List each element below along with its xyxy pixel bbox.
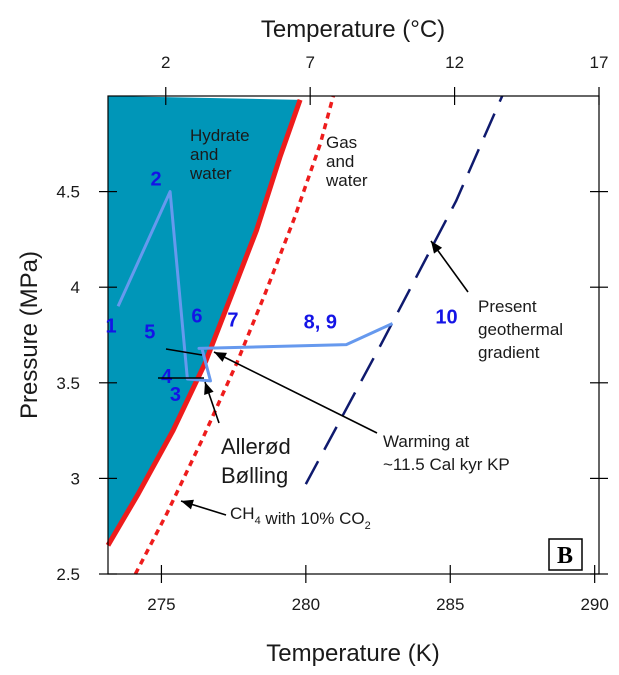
y-tick-label: 4: [71, 278, 80, 297]
x-tick-label: 275: [147, 595, 175, 614]
plot-frame: [107, 95, 600, 575]
point-label: 7: [227, 309, 238, 331]
temperature-history-line: [116, 190, 394, 383]
point-label: 6: [191, 305, 202, 327]
point-label: 8, 9: [304, 312, 337, 334]
panel-box: [548, 538, 583, 571]
panel-label: B: [557, 543, 573, 569]
hydrate-region-label: Hydrate and water: [189, 126, 250, 183]
hydrate-phase-boundary: [105, 98, 303, 547]
warming-arrow-head: [214, 352, 227, 362]
x-tick-label: 280: [292, 595, 320, 614]
point-label: 3: [170, 384, 181, 406]
top-tick-label: 12: [445, 53, 464, 72]
top-tick-label: 17: [590, 53, 609, 72]
x-tick-label: 285: [436, 595, 464, 614]
point-label: 1: [106, 315, 117, 337]
point-label: 10: [435, 307, 457, 329]
point-label: 5: [144, 321, 155, 343]
x-axis-title: Temperature (K): [266, 640, 439, 667]
y-axis-title: Pressure (MPa): [16, 251, 43, 419]
x-tick-label: 290: [580, 595, 608, 614]
y-tick-label: 3: [71, 469, 80, 488]
geotherm-arrow-head: [431, 241, 443, 254]
point-label: 4: [161, 366, 173, 388]
y-tick-label: 4.5: [56, 183, 80, 202]
gas-region-label: Gas and water: [325, 133, 368, 190]
allerod-bolling-label: Allerød Bølling: [221, 434, 291, 488]
ch4-arrow-head: [181, 499, 194, 510]
geothermal-gradient-line: [304, 95, 504, 485]
warming-label: Warming at ~11.5 Cal kyr KP: [383, 432, 510, 474]
point-label: 2: [151, 169, 162, 191]
ch4-co2-boundary: [133, 95, 335, 575]
top-tick-label: 2: [161, 53, 170, 72]
hydrate-stability-region: [108, 96, 301, 546]
point-5-leader: [165, 348, 203, 356]
top-axis-title: Temperature (°C): [261, 16, 445, 43]
y-tick-label: 3.5: [56, 374, 80, 393]
events-arrow-head: [204, 382, 214, 395]
warming-arrow-shaft: [213, 351, 378, 434]
geothermal-label: Present geothermal gradient: [478, 297, 563, 362]
top-tick-label: 7: [305, 53, 314, 72]
ch4-co2-label: CH4 with 10% CO2: [230, 504, 371, 532]
y-tick-label: 2.5: [56, 565, 80, 584]
